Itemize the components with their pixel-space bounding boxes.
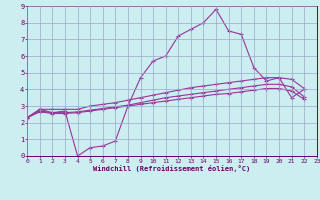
X-axis label: Windchill (Refroidissement éolien,°C): Windchill (Refroidissement éolien,°C) [93,165,251,172]
